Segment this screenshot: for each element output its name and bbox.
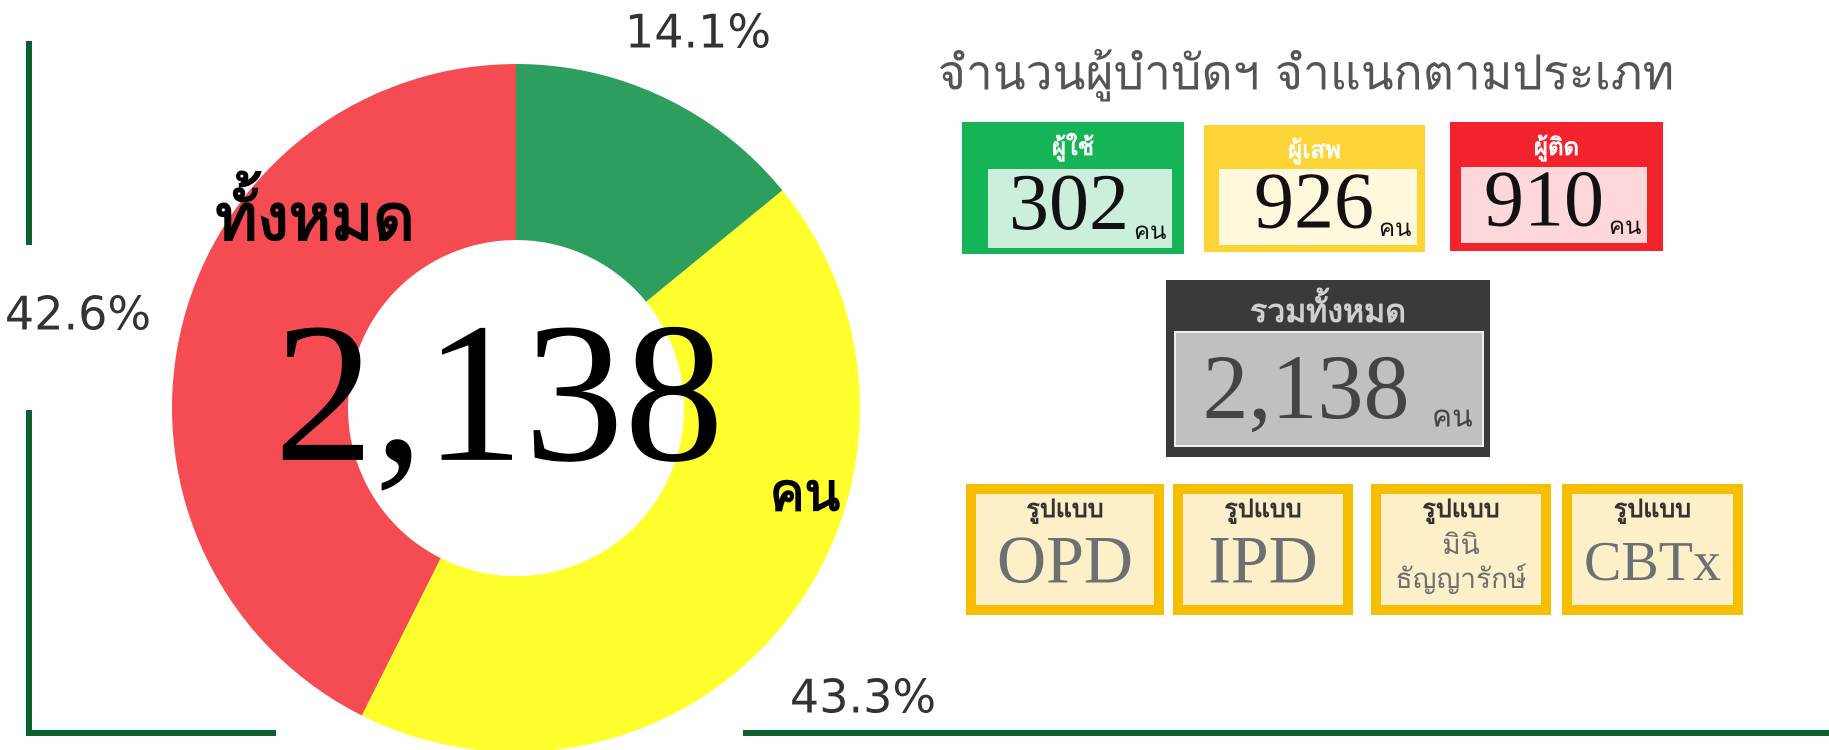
card-label: ผู้เสพ — [1288, 136, 1341, 165]
format-name: CBTx — [1584, 531, 1721, 593]
format-name: ธัญญารักษ์ — [1396, 562, 1528, 595]
panel-title: จำนวนผู้บำบัดฯ จำแนกตามประเภท — [938, 45, 1674, 102]
card-inner — [1461, 167, 1647, 243]
card-unit: คน — [1134, 217, 1166, 245]
card-label: ผู้ติด — [1534, 133, 1579, 162]
format-box — [966, 484, 1164, 615]
total-value: 2,138 — [1203, 336, 1410, 438]
format-name: IPD — [1208, 522, 1318, 598]
leader-lines — [26, 41, 1829, 736]
slice — [172, 64, 516, 716]
format-label: รูปแบบ — [1614, 494, 1691, 525]
format-label: รูปแบบ — [1224, 494, 1301, 525]
slice-label: 43.3% — [790, 670, 936, 724]
card-inner — [988, 169, 1172, 248]
card-value: 302 — [1009, 159, 1129, 247]
total-inner — [1174, 331, 1484, 447]
format-label: รูปแบบ — [1422, 494, 1499, 525]
total-unit: คน — [1432, 400, 1473, 435]
card-unit: คน — [1379, 214, 1411, 242]
format-label: รูปแบบ — [1026, 494, 1103, 525]
center-label: ทั้งหมด — [215, 171, 414, 256]
slice — [516, 64, 783, 302]
slice — [361, 190, 860, 750]
card-label: ผู้ใช้ — [1052, 132, 1094, 162]
center-unit: คน — [770, 463, 841, 523]
format-name: OPD — [997, 522, 1133, 598]
center-value: 2,138 — [274, 283, 724, 504]
card-value: 926 — [1254, 157, 1374, 245]
slice-label: 42.6% — [5, 287, 151, 341]
format-box — [1371, 484, 1551, 615]
slice-label: 14.1% — [625, 5, 771, 59]
card-inner — [1219, 169, 1417, 245]
format-box — [1173, 484, 1353, 615]
format-box — [1562, 484, 1743, 615]
total-label: รวมทั้งหมด — [1250, 287, 1406, 330]
card-value: 910 — [1484, 155, 1604, 243]
format-name: มินิ — [1442, 528, 1480, 561]
donut-chart — [172, 64, 860, 750]
card-unit: คน — [1609, 212, 1641, 240]
